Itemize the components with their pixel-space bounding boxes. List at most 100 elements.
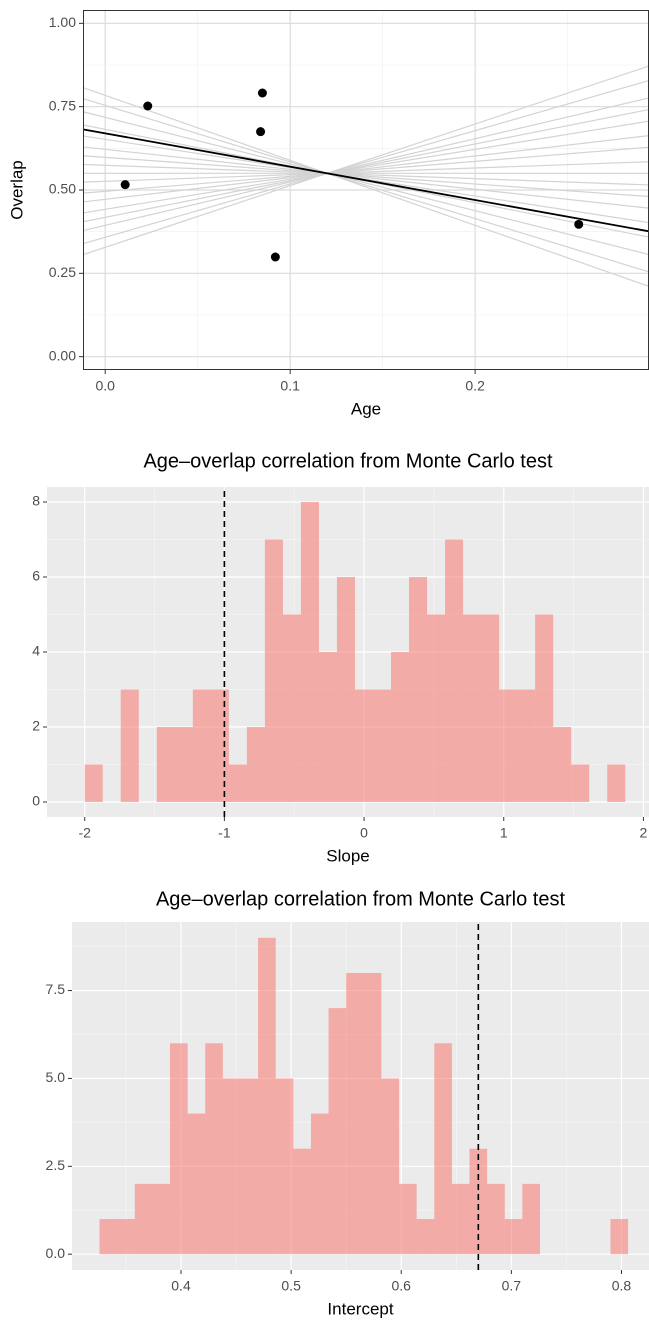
x-tick-label: 2 <box>640 825 648 841</box>
sample-line <box>82 146 649 209</box>
bar <box>240 1078 259 1255</box>
bar <box>152 1183 171 1255</box>
y-tick-label: 0.25 <box>49 264 76 280</box>
bar <box>282 614 301 802</box>
bar <box>275 1078 294 1255</box>
bar <box>258 937 276 1255</box>
y-axis-title: Overlap <box>7 160 26 220</box>
bar <box>318 652 337 802</box>
sample-line <box>82 79 649 245</box>
bar <box>336 577 355 802</box>
y-tick-label: 5.0 <box>46 1069 66 1085</box>
bar <box>264 539 283 802</box>
x-tick-label: -1 <box>218 825 231 841</box>
bar <box>391 652 410 802</box>
point <box>120 180 130 190</box>
bar <box>499 689 518 802</box>
bar <box>156 727 175 802</box>
y-tick-label: 2 <box>32 718 40 734</box>
sample-line <box>82 97 649 273</box>
bar <box>535 614 554 802</box>
bar <box>99 1219 118 1255</box>
bar <box>222 1078 241 1255</box>
chart-title: Age–overlap correlation from Monte Carlo… <box>156 888 566 910</box>
bar <box>117 1219 135 1255</box>
x-axis-title: Slope <box>326 846 369 865</box>
bar <box>170 1043 188 1255</box>
y-tick-label: 0.75 <box>49 97 76 113</box>
x-tick-label: 0 <box>360 825 368 841</box>
bar <box>399 1183 417 1255</box>
bar <box>481 614 500 802</box>
bar <box>134 1183 153 1255</box>
bar <box>346 972 364 1255</box>
x-tick-label: 0.7 <box>502 1278 522 1294</box>
x-tick-label: 0.8 <box>612 1278 632 1294</box>
bar <box>120 689 139 802</box>
y-tick-label: 7.5 <box>46 981 66 997</box>
bar <box>504 1219 523 1255</box>
bar <box>210 689 229 802</box>
x-tick-label: -2 <box>78 825 91 841</box>
bar <box>571 764 590 802</box>
y-tick-label: 2.5 <box>46 1157 66 1173</box>
x-axis-title: Age <box>351 399 381 418</box>
bar <box>192 689 211 802</box>
bar <box>445 539 464 802</box>
bar <box>300 502 319 802</box>
y-tick-label: 0.50 <box>49 181 76 197</box>
bar <box>354 689 374 802</box>
bar <box>84 764 103 802</box>
x-tick-label: 1 <box>500 825 508 841</box>
sample-line <box>82 163 649 186</box>
y-tick-label: 4 <box>32 643 40 659</box>
bar <box>487 1183 505 1255</box>
y-tick-label: 0.0 <box>46 1245 66 1261</box>
bar <box>205 1043 223 1255</box>
x-tick-label: 0.5 <box>281 1278 301 1294</box>
x-tick-label: 0.0 <box>95 378 115 394</box>
point <box>574 219 584 229</box>
y-tick-label: 1.00 <box>49 14 76 30</box>
bar <box>310 1113 329 1255</box>
bar <box>187 1113 206 1255</box>
fit-line <box>82 128 649 233</box>
bar <box>373 689 392 802</box>
sample-line <box>82 146 649 194</box>
y-tick-label: 0.00 <box>49 347 76 363</box>
x-axis-title: Intercept <box>327 1299 393 1318</box>
bar <box>409 577 428 802</box>
bar <box>434 1043 452 1255</box>
bar <box>174 727 193 802</box>
sample-line <box>82 111 649 256</box>
bar <box>451 1183 470 1255</box>
sample-line <box>82 108 649 223</box>
bar <box>328 1008 347 1255</box>
bar <box>517 689 536 802</box>
bar <box>246 727 265 802</box>
sample-line <box>82 120 649 214</box>
bar <box>522 1183 540 1255</box>
sample-line <box>82 86 649 287</box>
chart-title: Age–overlap correlation from Monte Carlo… <box>143 450 553 472</box>
x-tick-label: 0.6 <box>392 1278 412 1294</box>
bar <box>427 614 446 802</box>
y-tick-label: 6 <box>32 568 40 584</box>
x-tick-label: 0.4 <box>171 1278 191 1294</box>
bar <box>607 764 626 802</box>
bar <box>363 972 382 1255</box>
sample-line <box>82 135 649 203</box>
sample-line <box>82 155 649 198</box>
sample-line <box>82 161 649 183</box>
sample-line <box>82 135 649 224</box>
bar <box>381 1078 400 1255</box>
point <box>143 101 153 111</box>
sample-line <box>82 65 649 256</box>
point <box>256 127 266 137</box>
bar <box>463 614 482 802</box>
bar <box>553 727 572 802</box>
bar <box>469 1148 488 1255</box>
point <box>270 252 280 262</box>
